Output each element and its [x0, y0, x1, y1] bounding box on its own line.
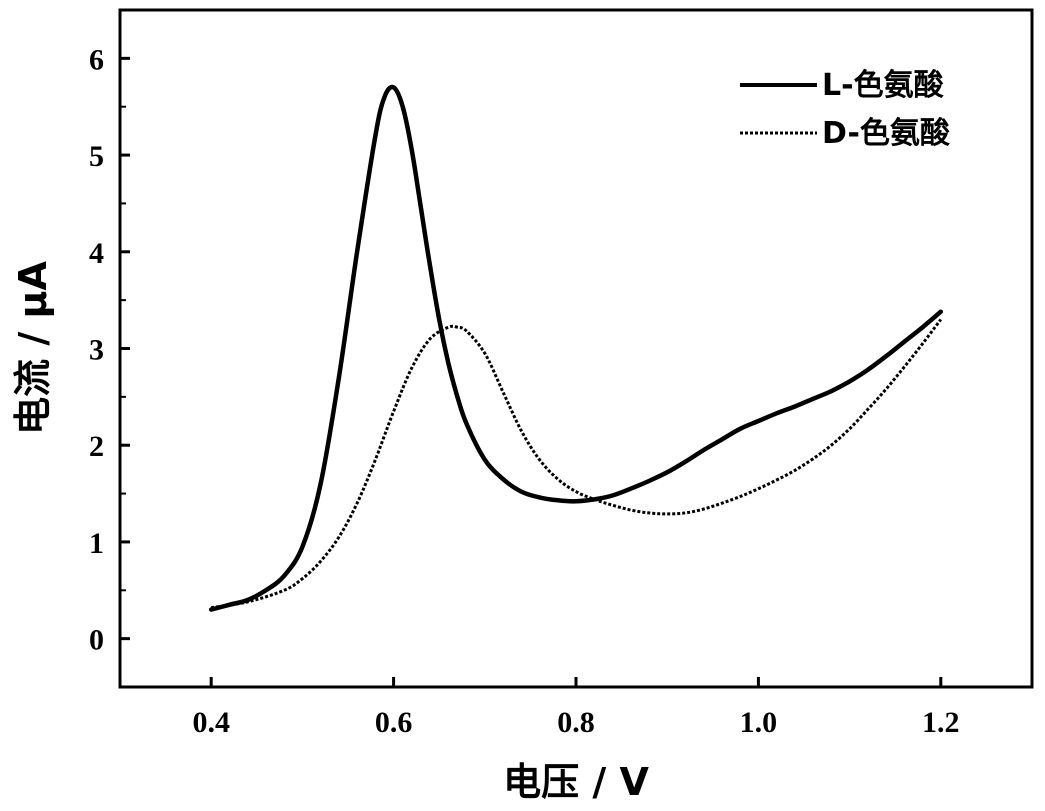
y-tick-label: 6: [89, 43, 104, 76]
legend: L-色氨酸 D-色氨酸: [740, 68, 951, 151]
x-tick-label: 0.4: [192, 706, 230, 739]
y-axis-title: 电流 / μA: [11, 261, 55, 435]
y-tick-label: 0: [89, 624, 104, 657]
y-tick-label: 2: [89, 430, 104, 463]
y-tick-label: 1: [89, 527, 104, 560]
y-tick-label: 5: [89, 140, 104, 173]
series-line-d-tryptophan: [210, 318, 943, 610]
series-line-l-tryptophan: [208, 84, 944, 612]
legend-label-d-tryptophan: D-色氨酸: [822, 116, 951, 151]
x-ticks: 0.4 0.6 0.8 1.0 1.2: [192, 677, 960, 739]
x-tick-label: 0.6: [375, 706, 413, 739]
y-ticks: 0 1 2 3 4 5 6: [89, 43, 130, 657]
x-tick-label: 1.0: [740, 706, 778, 739]
x-axis-title: 电压 / V: [503, 760, 649, 804]
series-layer: [208, 84, 944, 612]
x-tick-label: 1.2: [922, 706, 960, 739]
y-tick-label: 3: [89, 334, 104, 367]
legend-label-l-tryptophan: L-色氨酸: [822, 68, 945, 103]
x-tick-label: 0.8: [557, 706, 595, 739]
y-tick-label: 4: [89, 237, 104, 270]
